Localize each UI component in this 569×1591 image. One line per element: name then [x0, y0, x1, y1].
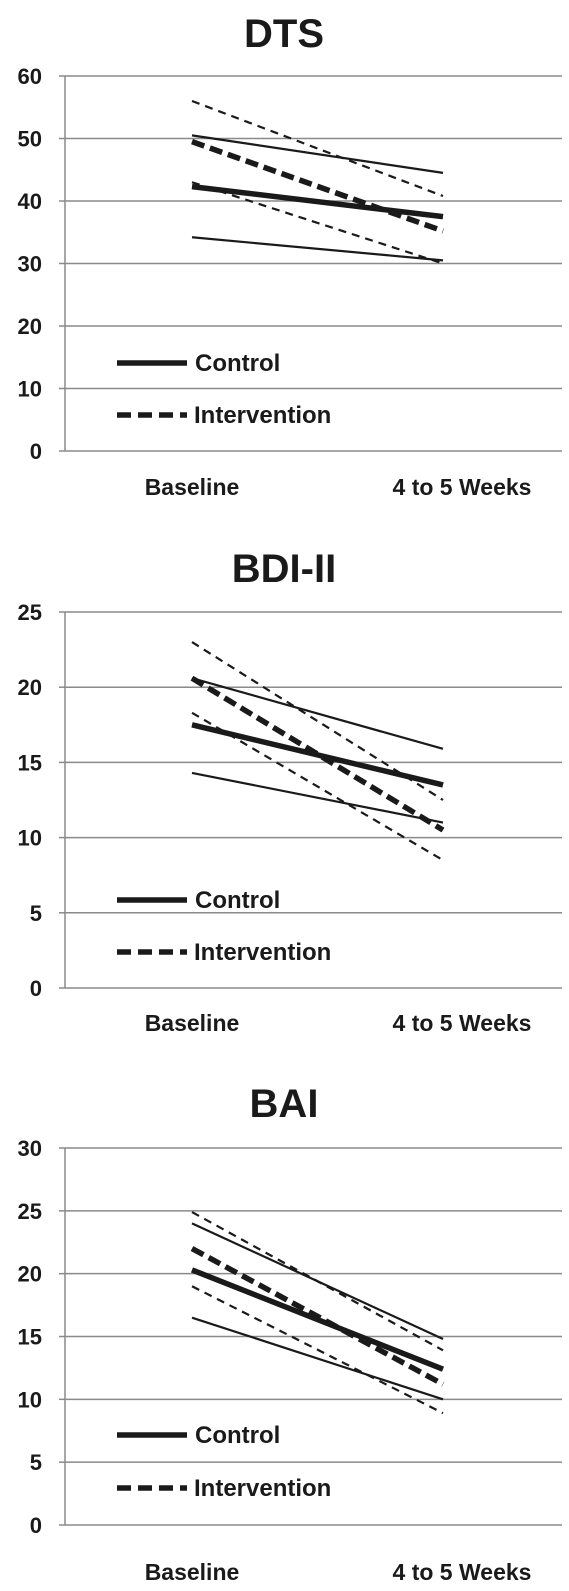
y-tick-label: 50 [18, 127, 42, 152]
dts-chart: DTS 0 10 20 30 40 50 60 Baseline 4 to 5 Weeks Cont… [18, 12, 562, 500]
legend-label-intervention: Intervention [194, 939, 331, 966]
y-tick-label: 0 [30, 439, 42, 464]
chart-title: BDI-II [232, 547, 336, 591]
y-tick-label: 10 [18, 1387, 42, 1412]
series-line-control-lower [191, 771, 444, 824]
y-tick-label: 30 [18, 1136, 42, 1161]
y-tick-label: 40 [18, 189, 42, 214]
legend: Control Intervention [117, 887, 331, 966]
y-tick-label: 10 [18, 826, 42, 851]
series-line-control-mean [191, 722, 444, 788]
chart-title: DTS [244, 12, 324, 56]
y-tick-label: 0 [30, 976, 42, 1001]
series-line-intervention-lower [191, 181, 444, 265]
series-line-control-lower [191, 1316, 444, 1401]
legend-label-control: Control [195, 1422, 280, 1449]
chart-title: BAI [250, 1082, 319, 1126]
legend-label-control: Control [195, 887, 280, 914]
legend-label-intervention: Intervention [194, 402, 331, 429]
y-tick-label: 20 [18, 675, 42, 700]
legend: Control Intervention [117, 350, 331, 429]
y-tick-label: 60 [18, 64, 42, 89]
series-line-intervention-mean [191, 139, 444, 234]
legend-label-control: Control [195, 350, 280, 377]
bdi-ii-chart: BDI-II 0 5 10 15 20 25 Baseline 4 to 5 Weeks Cont… [18, 547, 562, 1036]
y-tick-label: 15 [18, 750, 42, 775]
y-tick-label: 5 [30, 901, 42, 926]
y-tick-label: 20 [18, 1262, 42, 1287]
series-line-control-lower [191, 236, 444, 262]
series-line-intervention-upper [191, 1211, 444, 1352]
legend-label-intervention: Intervention [194, 1475, 331, 1502]
y-tick-label: 20 [18, 314, 42, 339]
y-tick-label: 25 [18, 600, 42, 625]
bai-chart: BAI 0 5 10 15 20 25 30 Baseline 4 to 5 Weeks Contr… [18, 1082, 562, 1585]
x-category-label: Baseline [145, 1010, 240, 1036]
x-category-label: 4 to 5 Weeks [393, 1010, 532, 1036]
series-line-intervention-lower [191, 711, 444, 862]
x-category-label: 4 to 5 Weeks [393, 1559, 532, 1585]
series-line-control-upper [191, 134, 444, 174]
series-line-control-mean [190, 1267, 445, 1372]
x-category-label: Baseline [145, 1559, 240, 1585]
y-tick-label: 25 [18, 1199, 42, 1224]
series-line-intervention-upper [191, 99, 444, 198]
series-line-control-upper [191, 677, 444, 750]
series-line-intervention-mean [190, 675, 445, 833]
y-tick-label: 10 [18, 377, 42, 402]
y-tick-label: 15 [18, 1325, 42, 1350]
series-line-intervention-upper [191, 641, 444, 801]
y-tick-label: 0 [30, 1513, 42, 1538]
x-category-label: Baseline [145, 474, 240, 500]
series-line-control-mean [191, 183, 444, 220]
legend: Control Intervention [117, 1422, 331, 1502]
y-tick-label: 30 [18, 252, 42, 277]
x-category-label: 4 to 5 Weeks [393, 474, 532, 500]
y-tick-label: 5 [30, 1450, 42, 1475]
series-line-intervention-lower [191, 1285, 444, 1415]
series-line-intervention-mean [190, 1246, 445, 1387]
